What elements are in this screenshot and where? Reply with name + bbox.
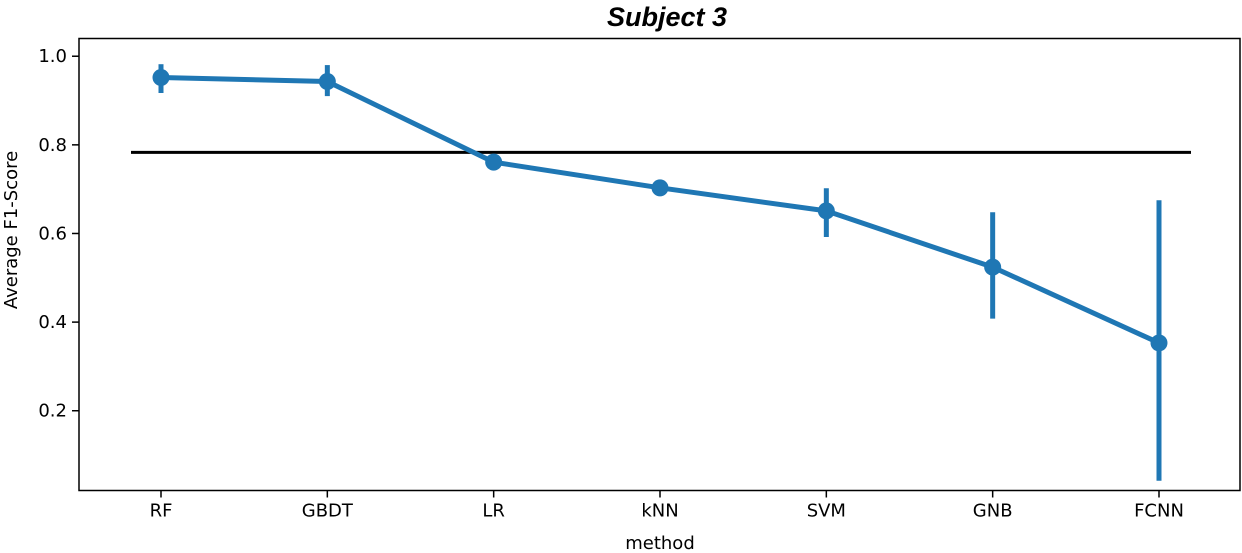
chart-title: Subject 3 [607, 2, 727, 32]
x-tick-label: SVM [807, 501, 846, 522]
plot-area [131, 64, 1191, 481]
x-tick-label: LR [482, 501, 505, 522]
y-tick-label: 0.4 [38, 312, 67, 333]
x-tick-label: kNN [641, 501, 678, 522]
x-tick-label: FCNN [1134, 501, 1184, 522]
data-point [1150, 334, 1168, 352]
y-tick-label: 1.0 [38, 46, 67, 67]
data-point [817, 202, 835, 220]
plot-frame [78, 37, 1241, 492]
x-tick-label: RF [150, 501, 173, 522]
y-tick-label: 0.6 [38, 223, 67, 244]
y-axis: 0.2 0.4 0.6 0.8 1.0 [38, 46, 79, 422]
data-point [984, 258, 1002, 276]
y-tick-label: 0.2 [38, 401, 67, 422]
x-tick-label: GNB [973, 501, 1013, 522]
data-point [651, 179, 669, 197]
data-point [318, 72, 336, 90]
x-axis-label: method [625, 533, 695, 553]
data-point [152, 68, 170, 86]
data-point [485, 153, 503, 171]
series-line [160, 74, 1161, 346]
x-axis: RF GBDT LR kNN SVM GNB FCNN [150, 490, 1184, 522]
x-tick-label: GBDT [302, 501, 354, 522]
y-tick-label: 0.8 [38, 135, 67, 156]
y-axis-label: Average F1-Score [1, 151, 22, 309]
